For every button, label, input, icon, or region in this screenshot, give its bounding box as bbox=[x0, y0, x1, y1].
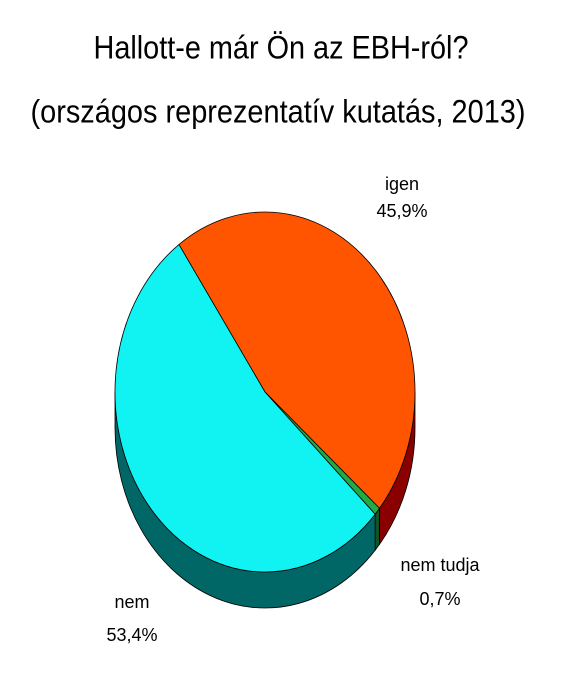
value-label: 45,9% bbox=[376, 201, 427, 221]
pie-slice bbox=[114, 243, 376, 573]
slice-label: igen bbox=[385, 174, 419, 194]
slice-label: nem bbox=[114, 592, 149, 612]
chart-subtitle: (országos reprezentatív kutatás, 2013) bbox=[31, 93, 526, 129]
chart-title: Hallott-e már Ön az EBH-ról? bbox=[94, 29, 469, 65]
slice-label: nem tudja bbox=[400, 555, 480, 575]
value-label: 53,4% bbox=[106, 625, 157, 645]
pie-slice bbox=[178, 211, 416, 509]
value-label: 0,7% bbox=[419, 589, 460, 609]
pie-side bbox=[374, 507, 380, 552]
